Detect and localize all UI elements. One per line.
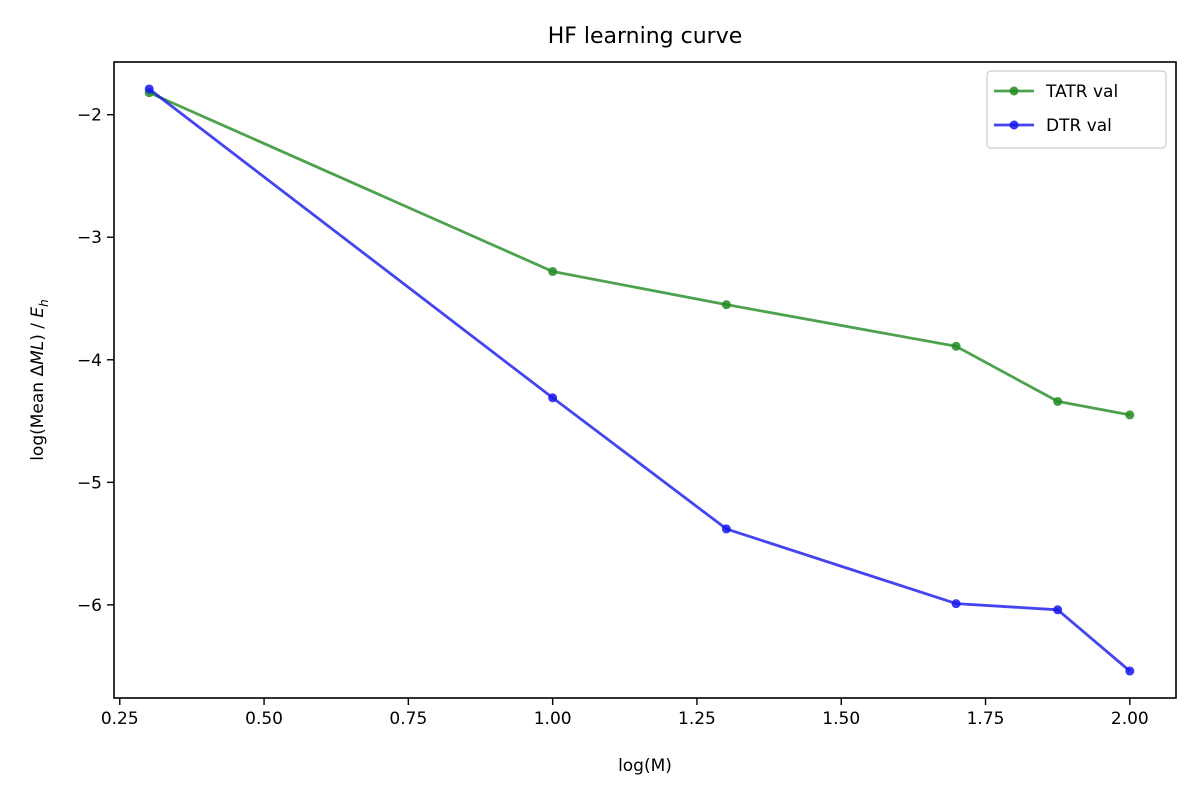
x-tick-label: 0.25 [101,709,139,729]
y-axis-ticks: −2 −3 −4 −5 −6 [77,106,114,616]
x-tick-label: 0.75 [389,709,427,729]
series-2-point [548,393,558,403]
x-tick-label: 1.00 [534,709,572,729]
x-tick-label: 0.50 [245,709,283,729]
y-tick-label: −2 [77,106,102,126]
series-2-point [1125,666,1135,676]
y-label-delta: Δ [28,365,48,377]
series-2-point [721,524,731,534]
legend-label-1: TATR val [1045,82,1118,102]
x-tick-label: 1.75 [967,709,1005,729]
y-label-ml: ML [28,341,48,365]
series-2-point [144,84,154,94]
y-label-sub: h [37,299,51,307]
x-axis-label: log(M) [618,756,672,776]
y-tick-label: −3 [77,228,102,248]
series-2-point [1053,605,1063,615]
legend: TATR val DTR val [986,70,1167,149]
plot-frame [113,61,1177,699]
series-1-point [721,300,731,310]
legend-marker-1 [1009,86,1019,96]
x-axis-ticks: 0.25 0.50 0.75 1.00 1.25 1.50 1.75 2.00 [101,698,1149,729]
legend-marker-2 [1009,120,1019,130]
x-tick-label: 1.50 [822,709,860,729]
series-1-point [548,267,558,277]
series-layer [144,84,1135,676]
series-line-2 [148,87,1131,673]
x-tick-label: 2.00 [1111,709,1149,729]
series-1-point [951,341,961,351]
chart-title: HF learning curve [548,24,743,49]
y-label-prefix: log(Mean [28,377,48,461]
legend-label-2: DTR val [1046,116,1112,136]
x-tick-label: 1.25 [678,709,716,729]
y-tick-label: −6 [77,596,102,616]
y-label-mid: ) / [28,318,48,341]
y-label-e: E [28,307,48,318]
y-tick-label: −4 [77,351,102,371]
series-1-point [1053,396,1063,406]
y-axis-label: log(Mean ΔML) / Eh [28,299,51,461]
y-tick-label: −5 [77,473,102,493]
series-line-1 [148,91,1131,417]
series-2-point [951,599,961,609]
series-1-point [1125,410,1135,420]
